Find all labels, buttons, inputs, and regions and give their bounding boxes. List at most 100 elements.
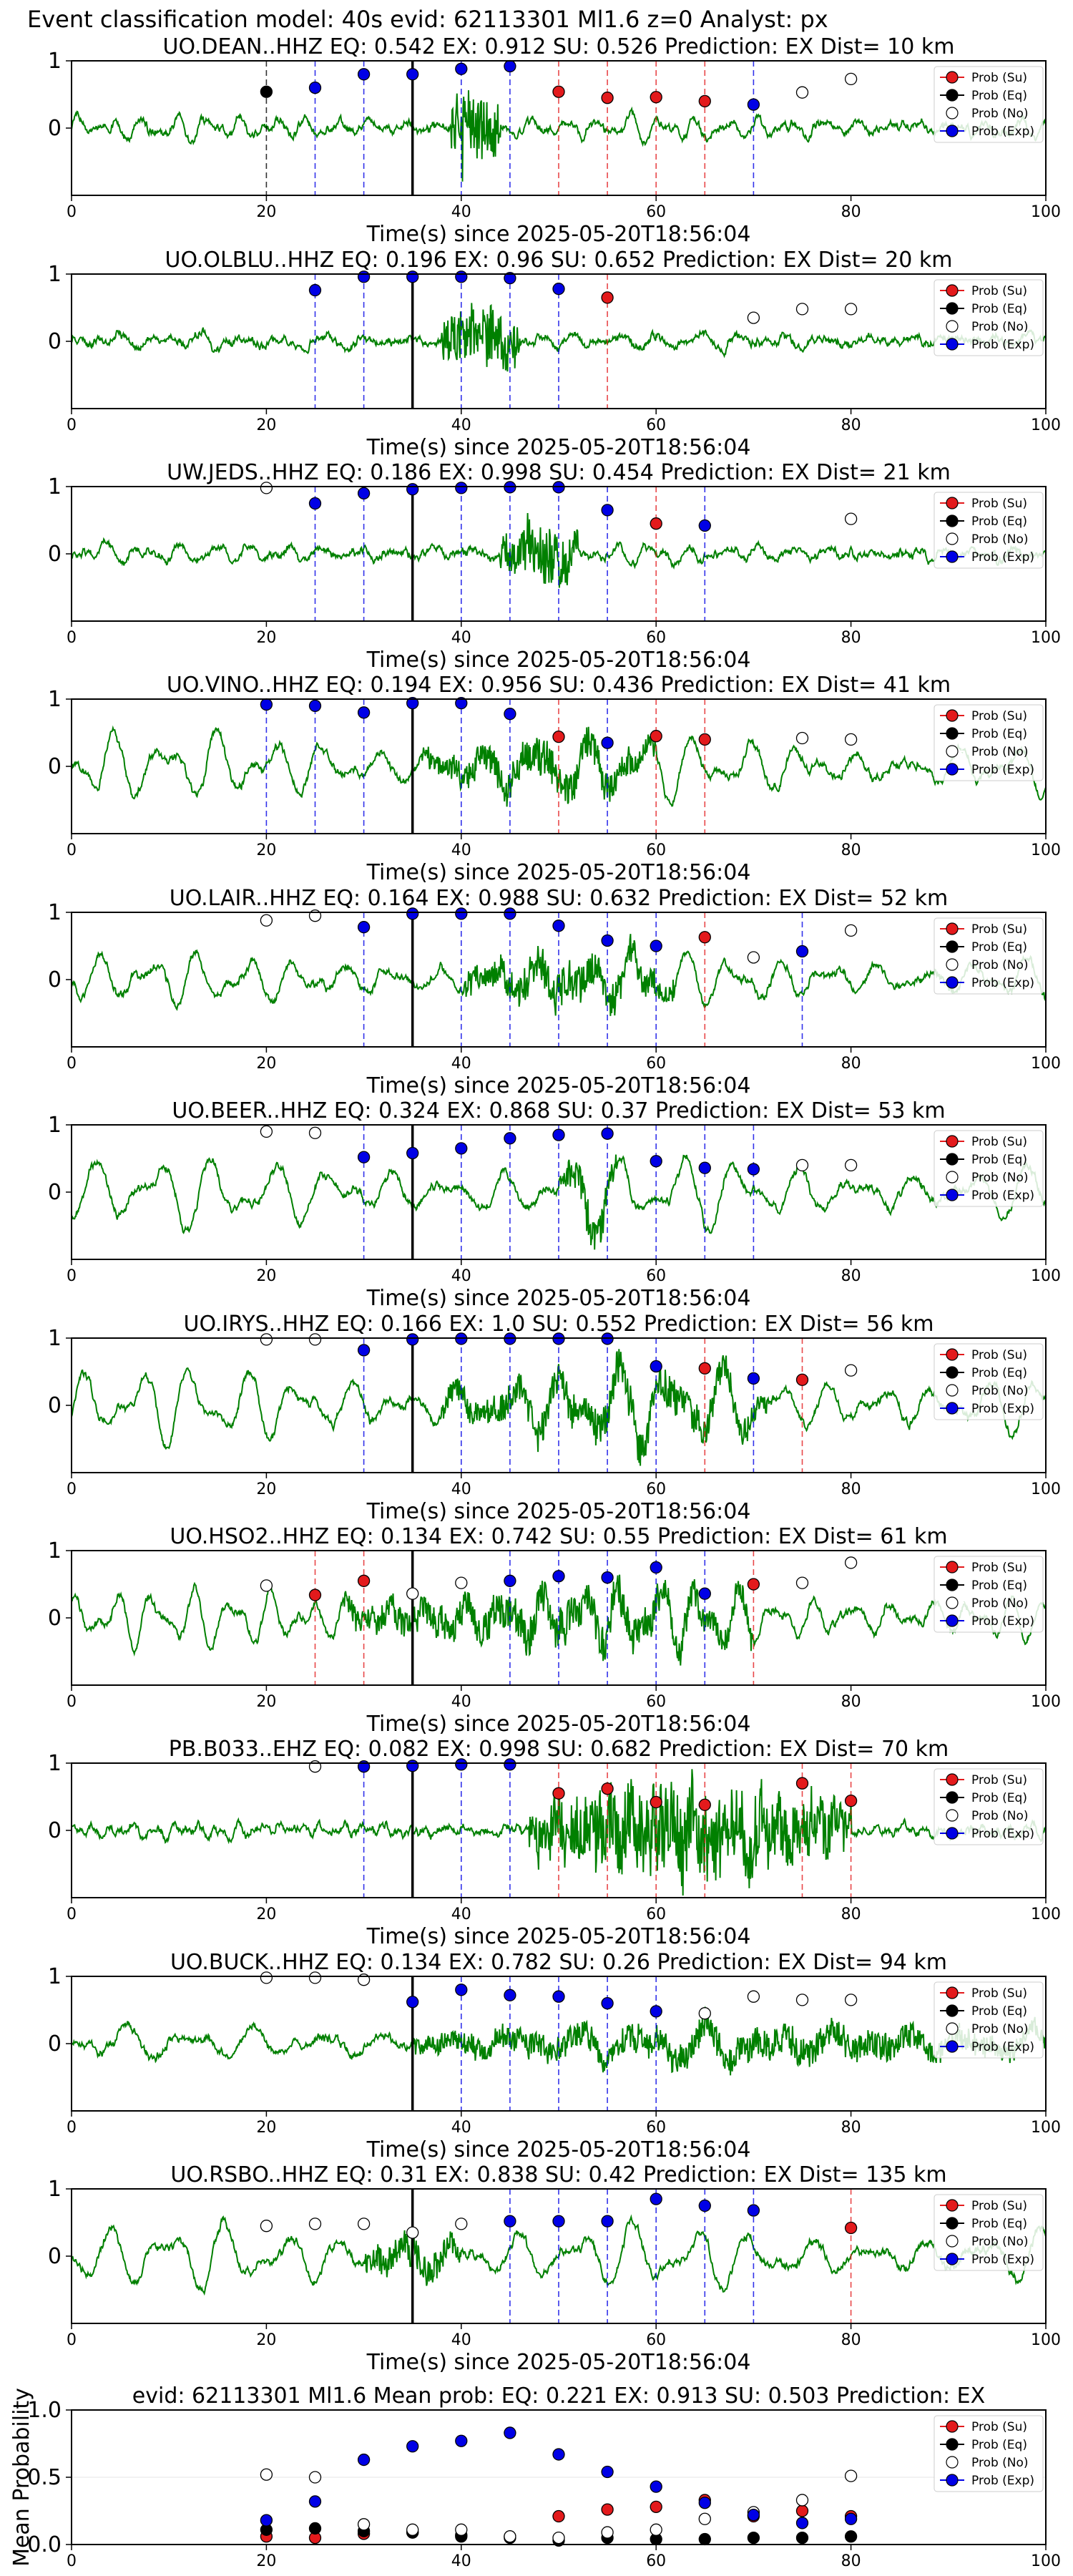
x-tick-label: 0 (67, 203, 77, 221)
legend-label: Prob (Exp) (971, 2474, 1034, 2488)
y-tick-label: 0 (48, 329, 62, 354)
marker-eq (747, 2531, 760, 2545)
marker-no (504, 2530, 516, 2543)
marker-exp (601, 504, 614, 517)
marker-su (357, 1574, 371, 1587)
y-tick-label: 1 (48, 1538, 62, 1563)
legend-label: Prob (Su) (971, 1986, 1027, 2001)
x-tick-label: 100 (1031, 1693, 1061, 1711)
panels: UO.DEAN..HHZ EQ: 0.542 EX: 0.912 SU: 0.5… (9, 34, 1061, 2570)
x-tick-label: 60 (646, 1480, 666, 1498)
marker-exp (504, 1132, 516, 1145)
legend-marker-su (946, 2199, 959, 2212)
marker-su (698, 931, 711, 944)
y-tick-label: 1 (48, 1751, 62, 1776)
marker-no (795, 731, 809, 745)
marker-exp (455, 1758, 468, 1771)
legend-label: Prob (Exp) (971, 1614, 1034, 1629)
y-tick-label: 0 (48, 967, 62, 992)
marker-exp (260, 698, 273, 711)
marker-exp (601, 934, 614, 947)
marker-no (795, 1994, 809, 2006)
x-tick-label: 100 (1031, 841, 1061, 859)
marker-exp (650, 940, 662, 952)
legend-label: Prob (No) (971, 107, 1029, 121)
legend-label: Prob (Eq) (971, 1366, 1027, 1380)
x-tick-label: 100 (1031, 1480, 1061, 1498)
x-tick-label: 80 (841, 203, 861, 221)
marker-no (844, 1364, 858, 1377)
legend-label: Prob (Exp) (971, 550, 1034, 565)
marker-su (795, 1373, 809, 1386)
panel-11: UO.RSBO..HHZ EQ: 0.31 EX: 0.838 SU: 0.42… (48, 2162, 1061, 2375)
legend-marker-eq (946, 302, 959, 315)
marker-exp (650, 1155, 662, 1168)
panel-title: UO.OLBLU..HHZ EQ: 0.196 EX: 0.96 SU: 0.6… (165, 248, 953, 273)
legend-marker-eq (946, 727, 959, 740)
marker-exp (601, 1571, 614, 1584)
marker-exp (406, 1333, 419, 1346)
x-tick-label: 20 (256, 1906, 276, 1923)
panel-title: UO.VINO..HHZ EQ: 0.194 EX: 0.956 SU: 0.4… (167, 673, 951, 698)
marker-exp (357, 706, 371, 719)
marker-exp (747, 2508, 760, 2522)
marker-su (552, 730, 565, 743)
x-tick-label: 40 (451, 416, 471, 434)
legend-box (934, 66, 1044, 143)
x-tick-label: 80 (841, 2552, 861, 2570)
marker-exp (601, 1996, 614, 2010)
legend-marker-su (946, 1561, 959, 1574)
x-tick-label: 60 (646, 1906, 666, 1923)
legend-label: Prob (Exp) (971, 2040, 1034, 2054)
y-tick-label: 0 (48, 1606, 62, 1631)
marker-no (747, 311, 760, 324)
panel-1: UO.DEAN..HHZ EQ: 0.542 EX: 0.912 SU: 0.5… (48, 34, 1061, 247)
x-tick-label: 80 (841, 841, 861, 859)
marker-exp (406, 270, 419, 283)
legend-box (934, 704, 1044, 781)
marker-exp (455, 907, 468, 920)
marker-no (601, 2526, 614, 2539)
marker-exp (406, 68, 419, 81)
marker-no (698, 2007, 711, 2020)
legend-marker-su (946, 1135, 959, 1148)
x-tick-label: 80 (841, 1693, 861, 1711)
marker-su (698, 1798, 711, 1811)
marker-no (795, 1576, 809, 1589)
y-tick-label: 0 (48, 2031, 62, 2057)
marker-exp (455, 2434, 468, 2447)
legend-box (934, 1768, 1044, 1845)
x-tick-label: 40 (451, 2331, 471, 2349)
legend-label: Prob (Eq) (971, 727, 1027, 741)
legend-marker-no (946, 1384, 959, 1397)
panel-title: evid: 62113301 Ml1.6 Mean prob: EQ: 0.22… (132, 2384, 985, 2409)
x-tick-label: 60 (646, 1693, 666, 1711)
marker-no (308, 2218, 322, 2230)
x-axis-label: Time(s) since 2025-05-20T18:56:04 (366, 1499, 751, 1524)
marker-exp (504, 1758, 516, 1771)
x-tick-label: 0 (67, 1055, 77, 1073)
x-tick-label: 40 (451, 1693, 471, 1711)
legend-marker-no (946, 1171, 959, 1184)
x-tick-label: 80 (841, 1055, 861, 1073)
marker-su (601, 291, 614, 304)
marker-exp (406, 1146, 419, 1160)
marker-eq (844, 2530, 858, 2543)
marker-no (260, 914, 273, 927)
x-tick-label: 40 (451, 1480, 471, 1498)
marker-exp (504, 271, 516, 285)
x-tick-label: 0 (67, 841, 77, 859)
x-tick-label: 100 (1031, 629, 1061, 647)
legend-marker-no (946, 745, 959, 758)
panel-3: UW.JEDS..HHZ EQ: 0.186 EX: 0.998 SU: 0.4… (48, 460, 1061, 673)
legend-label: Prob (Su) (971, 71, 1027, 85)
marker-no (844, 72, 858, 86)
seismic-trace (71, 2006, 1047, 2076)
legend-box (934, 2415, 1044, 2492)
marker-no (747, 1990, 760, 2003)
x-tick-label: 20 (256, 1480, 276, 1498)
marker-exp (308, 81, 322, 94)
marker-no (795, 86, 809, 99)
marker-no (844, 303, 858, 316)
legend-label: Prob (Exp) (971, 1189, 1034, 1203)
